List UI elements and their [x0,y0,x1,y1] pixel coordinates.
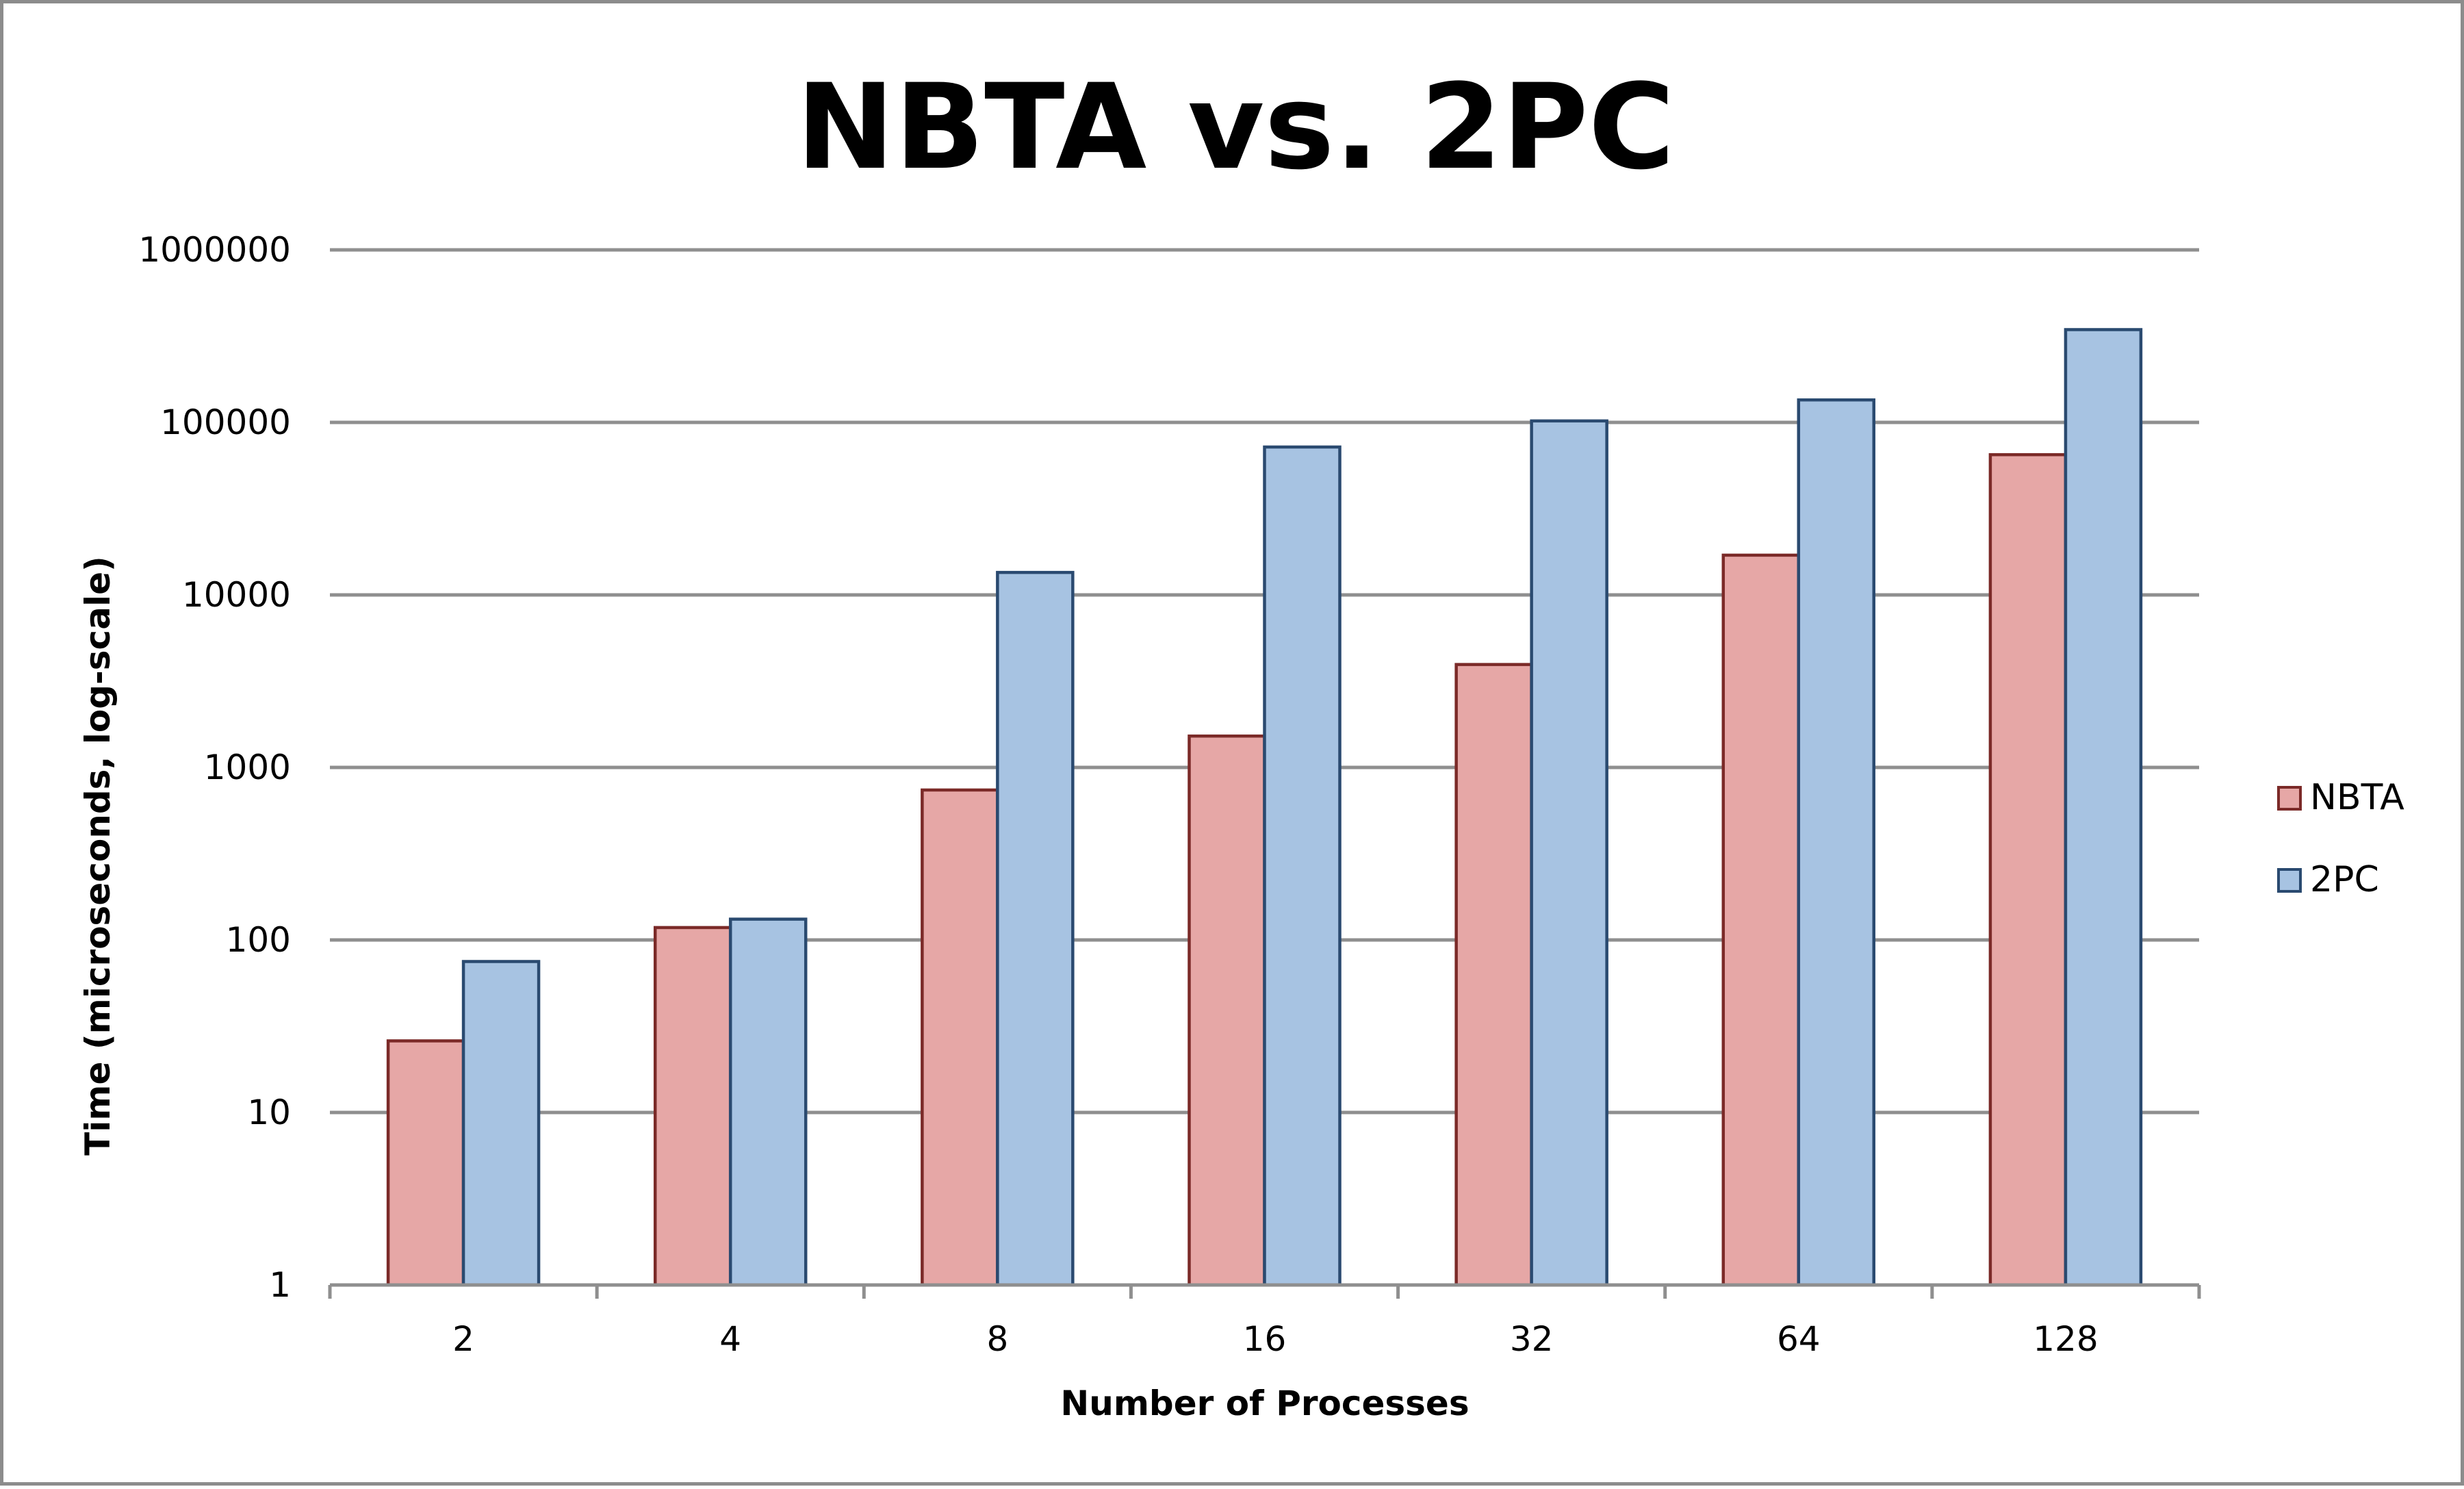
bar-nbta-16 [1188,734,1266,1287]
y-tick-label: 10 [247,1093,291,1132]
bar-nbta-8 [921,788,999,1287]
x-tick-label: 128 [2033,1319,2098,1359]
chart-title: NBTA vs. 2PC [796,58,1675,196]
x-tick-labels: 2 4 8 16 32 64 128 [452,1319,2098,1359]
legend-swatch-nbta [2277,786,2302,811]
y-tick-label: 10000 [182,575,291,615]
legend-label-2pc: 2PC [2310,859,2379,900]
x-axis-title: Number of Processes [1060,1384,1469,1423]
bar-2pc-128 [2064,328,2143,1287]
bar-nbta-32 [1454,663,1533,1287]
legend: NBTA 2PC [2277,777,2404,900]
bars [386,328,2143,1287]
bar-2pc-64 [1797,398,1876,1287]
bar-2pc-16 [1263,445,1342,1287]
axes [328,1283,2201,1299]
legend-swatch-2pc [2277,868,2302,893]
y-tick-label: 1 [269,1265,291,1305]
x-tick-label: 64 [1777,1319,1821,1359]
y-tick-labels: 1 10 100 1000 10000 100000 1000000 [138,230,291,1305]
bar-nbta-128 [1988,453,2068,1287]
bar-nbta-64 [1721,553,1801,1287]
y-tick-label: 100 [226,920,291,960]
bar-nbta-4 [653,926,732,1287]
bar-nbta-2 [386,1039,465,1287]
x-tick-label: 16 [1243,1319,1287,1359]
y-tick-label: 1000000 [138,230,291,270]
x-tick-label: 4 [719,1319,741,1359]
bar-2pc-2 [461,960,541,1287]
y-axis-title: Time (microseconds, log-scale) [78,556,118,1156]
y-tick-label: 100000 [160,403,291,442]
x-tick-label: 32 [1510,1319,1554,1359]
bar-2pc-4 [728,917,808,1287]
bar-2pc-8 [996,570,1075,1287]
bar-chart: NBTA vs. 2PC 1 10 100 1000 10000 100000 100000… [78,58,2404,1423]
y-tick-label: 1000 [204,748,291,787]
x-tick-label: 2 [452,1319,474,1359]
legend-label-nbta: NBTA [2310,777,2404,818]
bar-2pc-32 [1530,419,1608,1287]
x-tick-label: 8 [986,1319,1008,1359]
